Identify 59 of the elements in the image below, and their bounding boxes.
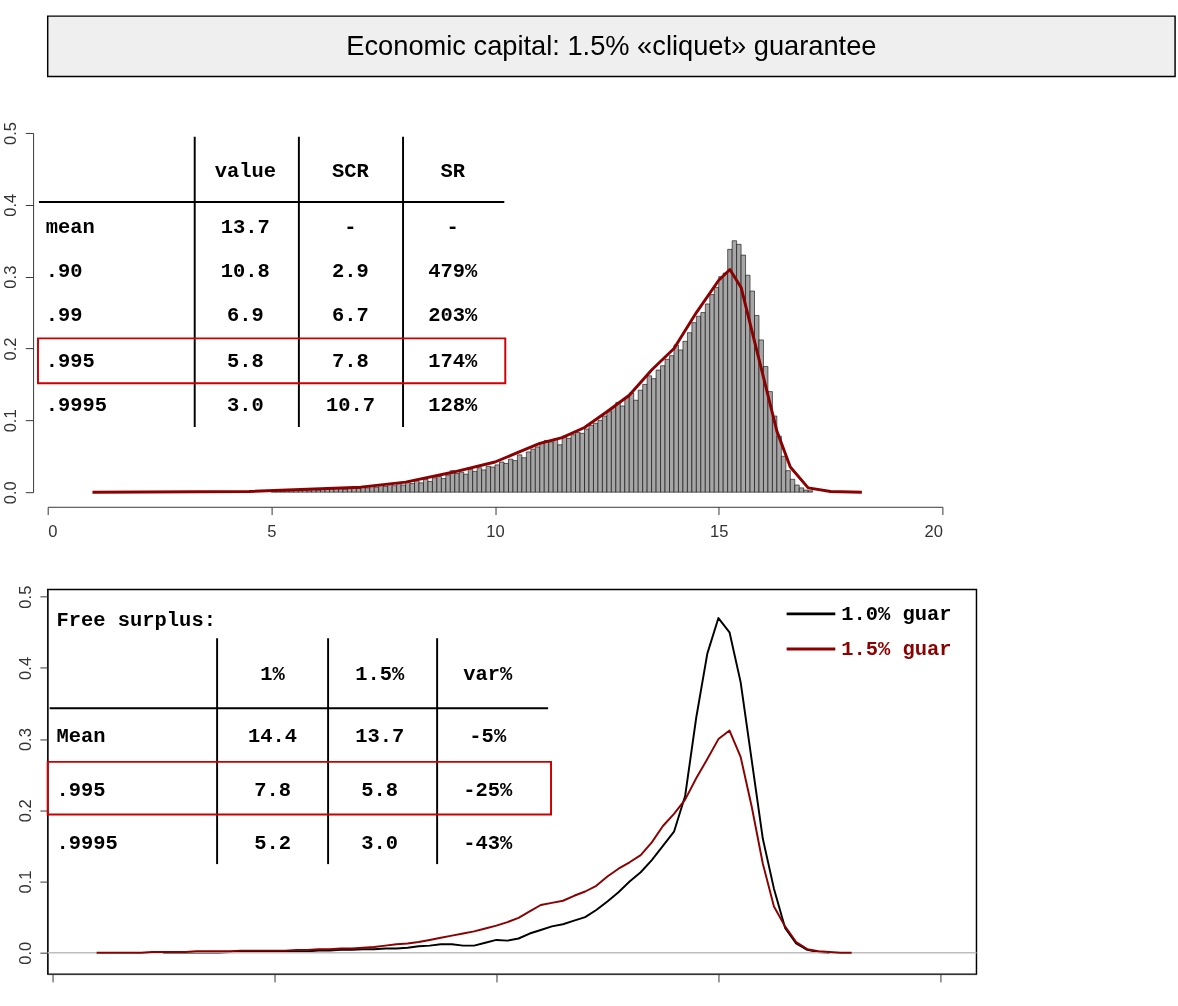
annotation: .9995: [45, 394, 108, 418]
annotation: .995: [56, 778, 106, 802]
annotation: var%: [463, 663, 514, 687]
annotation: -43%: [463, 831, 514, 855]
y-tick-label: 0.3: [1, 265, 21, 289]
annotation: 1.5%: [355, 663, 405, 687]
annotation: 5.8: [361, 778, 399, 802]
x-tick-label: 15: [710, 522, 729, 542]
annotation: Mean: [56, 725, 106, 749]
x-tick-label: 0: [48, 522, 58, 542]
y-tick-label: 0.2: [15, 799, 35, 823]
annotation: SCR: [332, 159, 370, 183]
annotation: 5.8: [226, 349, 264, 373]
annotation: 174%: [428, 349, 478, 373]
annotation: 6.7: [332, 303, 369, 327]
chart-title: Economic capital: 1.5% «cliquet» guarantee: [346, 30, 877, 62]
annotation: mean: [45, 216, 95, 240]
y-tick-label: 0.1: [15, 870, 35, 894]
x-tick-label: 20: [924, 522, 943, 542]
annotation: 14.4: [248, 725, 298, 749]
annotation: -: [344, 216, 357, 240]
annotation: .99: [45, 303, 83, 327]
annotation: 13.7: [355, 725, 405, 749]
annotation: 3.0: [361, 831, 399, 855]
annotation: 2.9: [332, 260, 369, 284]
annotation: 203%: [428, 303, 478, 327]
y-tick-label: 0.2: [1, 337, 21, 361]
y-tick-label: 0.4: [15, 656, 35, 680]
annotation: 10.7: [325, 394, 376, 418]
annotation: 6.9: [226, 303, 264, 327]
x-tick-label: 10: [486, 522, 505, 542]
y-tick-label: 0.1: [1, 409, 21, 433]
annotation: 7.8: [332, 349, 369, 373]
annotation: -: [446, 216, 459, 240]
y-tick-label: 0.3: [15, 728, 35, 752]
y-tick-label: 0.0: [1, 481, 21, 505]
legend-label: 1.0% guar: [841, 602, 952, 626]
legend-label: 1.5% guar: [841, 637, 952, 661]
annotation: 10.8: [220, 260, 270, 284]
annotation: 1%: [260, 663, 286, 687]
annotation: .90: [45, 260, 83, 284]
x-tick-label: 5: [267, 522, 277, 542]
annotation: 3.0: [226, 394, 264, 418]
annotation: -5%: [469, 725, 507, 749]
annotation: 479%: [428, 260, 478, 284]
y-tick-label: 0.4: [1, 193, 21, 217]
annotation: 128%: [428, 394, 478, 418]
annotation: value: [214, 159, 276, 183]
annotation: Free surplus:: [56, 608, 216, 632]
annotation: .995: [45, 349, 95, 373]
annotation: .9995: [56, 831, 118, 855]
annotation: SR: [440, 159, 466, 183]
y-tick-label: 0.0: [15, 941, 35, 965]
y-tick-label: 0.5: [15, 585, 35, 609]
annotation: 7.8: [254, 778, 291, 802]
annotation: -25%: [463, 778, 514, 802]
annotation: 13.7: [220, 216, 270, 240]
y-tick-label: 0.5: [1, 121, 21, 145]
annotation: 5.2: [254, 831, 291, 855]
